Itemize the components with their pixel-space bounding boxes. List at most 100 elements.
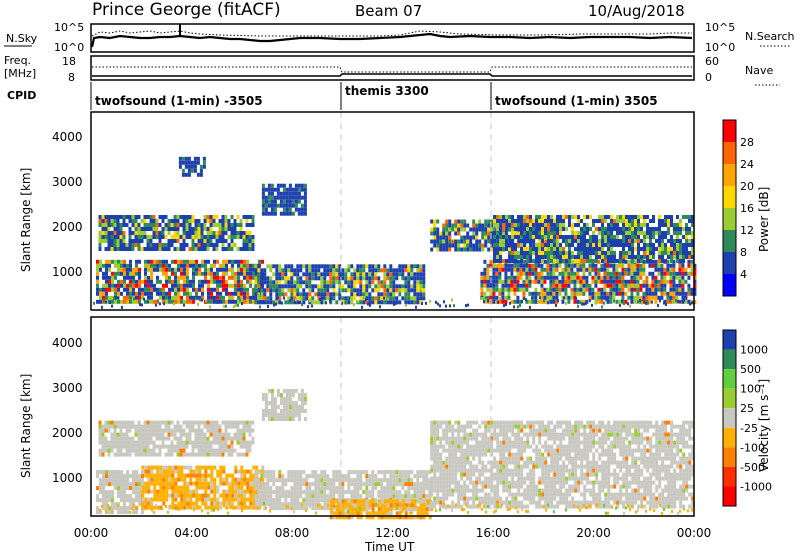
data-cell xyxy=(102,486,105,491)
data-cell xyxy=(329,272,333,277)
data-cell xyxy=(374,288,378,293)
data-cell xyxy=(436,464,440,469)
ground-scatter-cell xyxy=(133,297,135,301)
data-cell xyxy=(173,424,177,429)
data-cell xyxy=(102,482,105,487)
data-cell xyxy=(96,275,99,280)
data-cell xyxy=(433,488,437,493)
data-cell xyxy=(126,283,129,288)
data-cell xyxy=(550,235,553,239)
data-cell xyxy=(519,267,523,272)
data-cell xyxy=(254,474,258,479)
data-cell xyxy=(299,482,303,487)
data-cell xyxy=(365,515,369,520)
data-cell xyxy=(272,498,276,503)
data-cell xyxy=(263,288,267,293)
data-cell xyxy=(143,444,147,449)
data-cell xyxy=(404,494,408,499)
data-cell xyxy=(603,271,607,276)
data-cell xyxy=(119,235,123,239)
data-cell xyxy=(383,300,387,305)
data-cell xyxy=(528,291,532,296)
data-cell xyxy=(401,503,405,508)
data-cell xyxy=(362,296,366,301)
data-cell xyxy=(425,482,429,487)
data-cell xyxy=(404,503,408,508)
data-cell xyxy=(194,219,198,223)
data-cell xyxy=(263,296,267,301)
data-cell xyxy=(350,264,354,269)
data-cell xyxy=(192,469,196,474)
data-cell xyxy=(380,482,384,487)
data-cell xyxy=(684,279,688,284)
data-cell xyxy=(553,251,556,255)
data-cell xyxy=(544,239,548,244)
data-cell xyxy=(649,227,652,231)
data-cell xyxy=(228,295,231,300)
data-cell xyxy=(430,432,434,437)
data-cell xyxy=(164,215,168,219)
data-cell xyxy=(305,490,309,495)
data-cell xyxy=(655,231,658,235)
data-cell xyxy=(413,490,417,495)
ground-scatter-cell xyxy=(591,303,593,307)
data-cell xyxy=(422,276,426,281)
data-cell xyxy=(457,247,461,252)
data-cell xyxy=(374,486,378,491)
data-cell xyxy=(622,223,625,227)
data-cell xyxy=(359,499,363,504)
data-cell xyxy=(380,292,384,297)
data-cell xyxy=(534,287,538,292)
data-cell xyxy=(173,247,177,251)
data-cell xyxy=(138,299,141,304)
data-cell xyxy=(404,276,408,281)
data-cell xyxy=(167,452,171,457)
data-cell xyxy=(290,276,294,281)
data-cell xyxy=(173,444,177,449)
data-cell xyxy=(410,478,414,483)
data-cell xyxy=(167,247,171,251)
data-cell xyxy=(270,191,274,196)
ground-scatter-cell xyxy=(223,304,225,308)
data-cell xyxy=(291,195,295,200)
ground-scatter-cell xyxy=(519,303,521,307)
data-cell xyxy=(311,268,315,273)
data-cell xyxy=(165,259,168,264)
data-cell xyxy=(320,280,324,285)
data-cell xyxy=(561,295,565,300)
data-cell xyxy=(108,506,111,511)
data-cell xyxy=(389,470,393,475)
data-cell xyxy=(144,489,148,494)
data-cell xyxy=(302,280,306,285)
data-cell xyxy=(510,299,514,304)
data-cell xyxy=(170,239,174,243)
data-cell xyxy=(116,247,120,251)
freq-panel: Freq. [MHz] 18 8 60 0 Nave xyxy=(4,54,780,86)
data-cell xyxy=(664,223,667,227)
data-cell xyxy=(395,511,399,516)
data-cell xyxy=(104,227,108,231)
data-cell xyxy=(648,287,652,292)
data-cell xyxy=(646,251,649,255)
data-cell xyxy=(98,239,102,243)
data-cell xyxy=(239,420,243,425)
data-cell xyxy=(242,440,246,445)
data-cell xyxy=(561,287,565,292)
data-cell xyxy=(107,444,111,449)
data-cell xyxy=(478,247,482,252)
ground-scatter-cell xyxy=(557,299,559,303)
data-cell xyxy=(550,215,553,219)
data-cell xyxy=(628,255,631,259)
data-cell xyxy=(570,267,574,272)
data-cell xyxy=(377,292,381,297)
data-cell xyxy=(255,489,259,494)
data-cell xyxy=(200,231,204,235)
data-cell xyxy=(616,219,619,223)
data-cell xyxy=(571,239,574,243)
ground-scatter-cell xyxy=(393,302,395,306)
data-cell xyxy=(365,511,369,516)
colorbar-swatch xyxy=(723,142,736,164)
data-cell xyxy=(594,279,598,284)
data-cell xyxy=(670,215,673,219)
data-cell xyxy=(634,235,637,239)
